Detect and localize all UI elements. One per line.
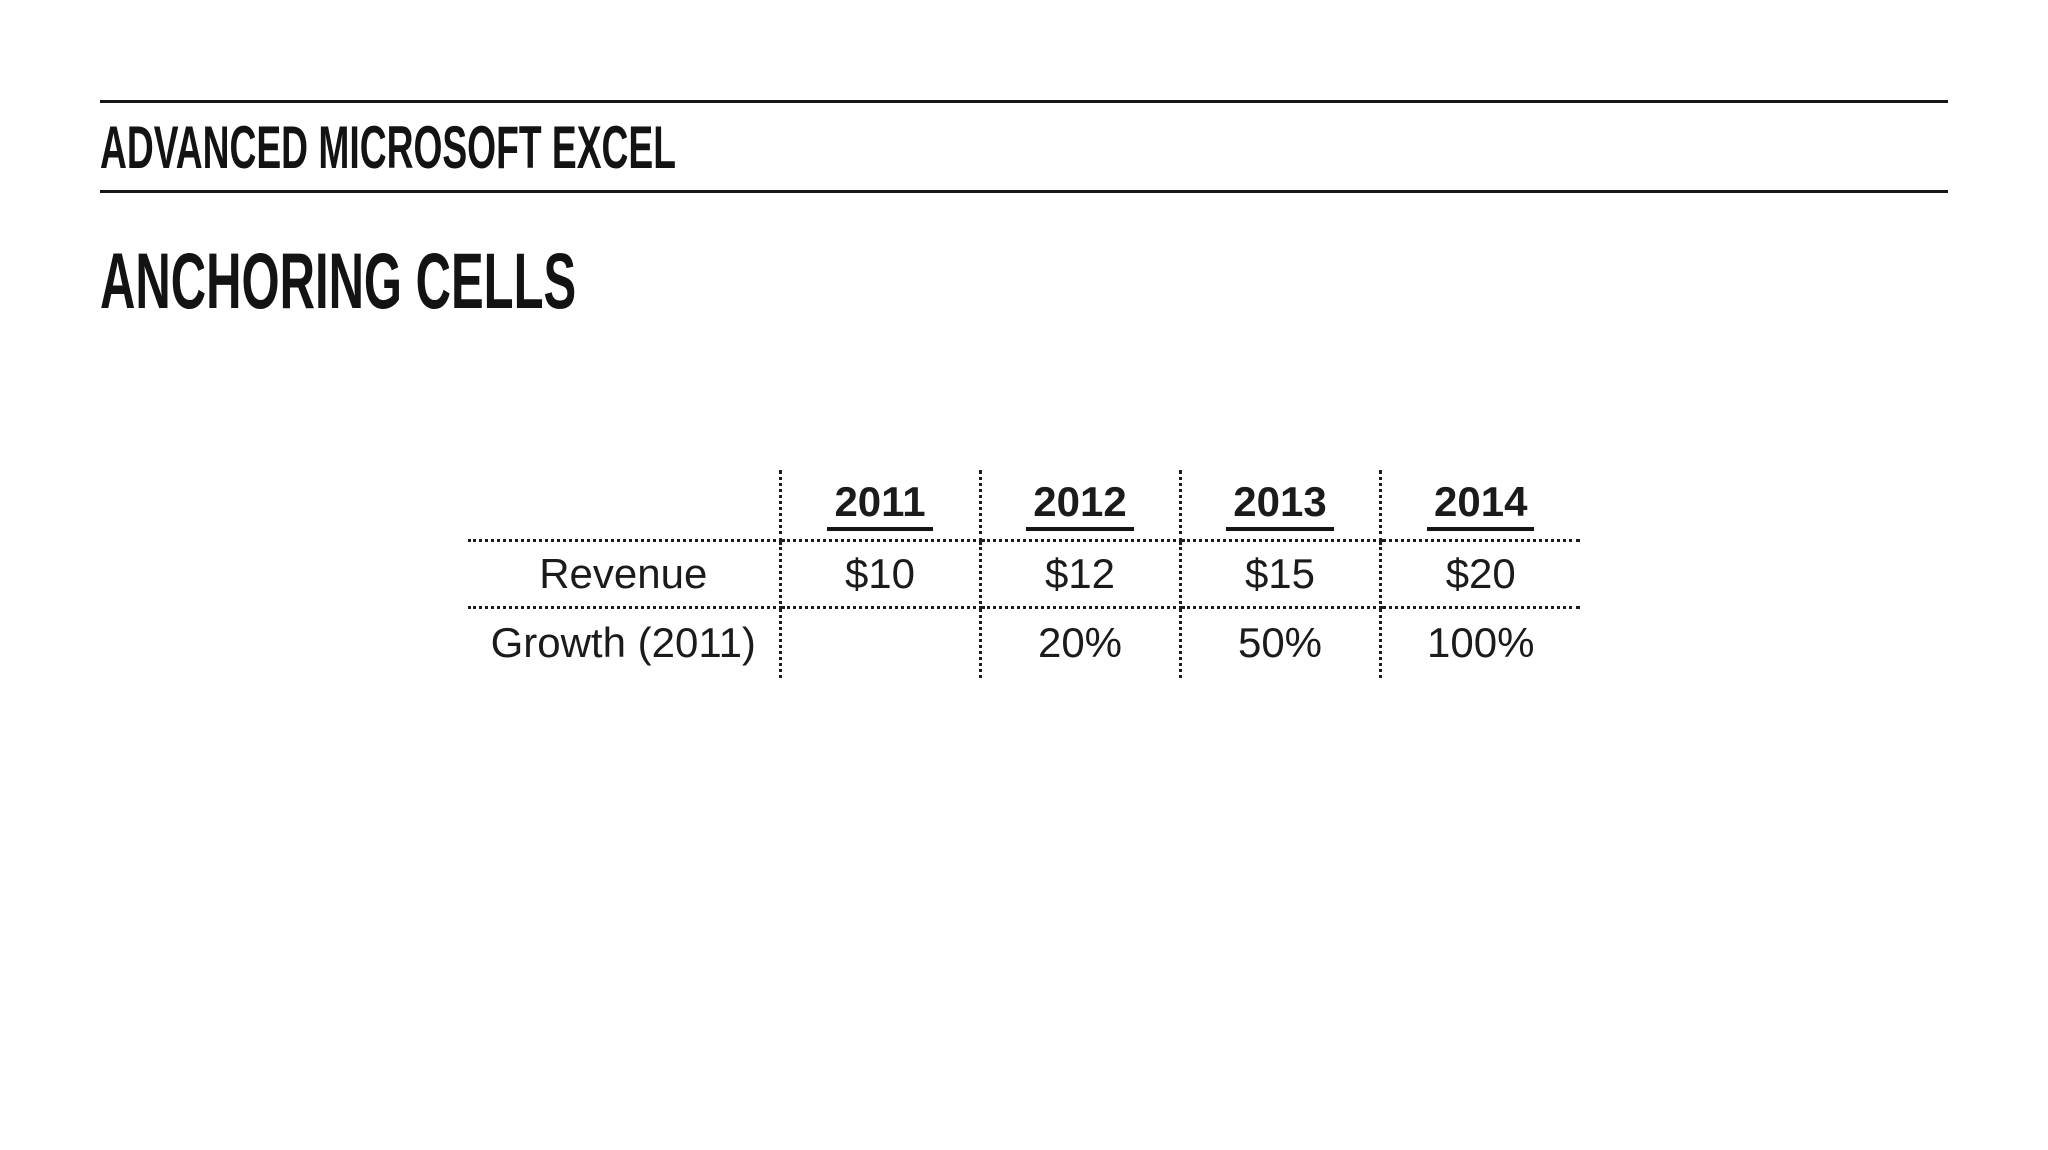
row-label-revenue: Revenue xyxy=(468,540,782,609)
column-header-2011-label: 2011 xyxy=(827,479,933,531)
row-label-growth: Growth (2011) xyxy=(468,607,782,678)
page-title-text: ANCHORING CELLS xyxy=(100,236,577,325)
column-header-2013: 2013 xyxy=(1180,470,1382,542)
table-row-revenue: Revenue $10 $12 $15 $20 xyxy=(468,540,1580,609)
growth-2014-cell: 100% xyxy=(1427,619,1535,667)
page-kicker: ADVANCED MICROSOFT EXCEL xyxy=(100,118,1029,178)
growth-2013-cell: 50% xyxy=(1180,607,1382,678)
growth-2012-cell: 20% xyxy=(980,607,1182,678)
revenue-2011-cell: $10 xyxy=(780,540,982,609)
column-header-2012: 2012 xyxy=(980,470,1182,542)
page-title: ANCHORING CELLS xyxy=(100,241,868,320)
page-kicker-text: ADVANCED MICROSOFT EXCEL xyxy=(100,114,676,181)
column-header-2013-label: 2013 xyxy=(1226,479,1334,531)
column-header-2014: 2014 xyxy=(1380,470,1580,542)
table-header-row: 2011 2012 2013 2014 xyxy=(468,470,1580,542)
column-header-2014-label: 2014 xyxy=(1427,479,1535,531)
table-container: 2011 2012 2013 2014 Revenue $10 $12 $15 … xyxy=(468,470,1580,678)
header-rule-top xyxy=(100,100,1948,103)
growth-2011-cell xyxy=(780,607,982,678)
growth-table: 2011 2012 2013 2014 Revenue $10 $12 $15 … xyxy=(468,470,1580,678)
revenue-2012-cell: $12 xyxy=(980,540,1182,609)
table-row-growth: Growth (2011) 20% 50% 100% xyxy=(468,607,1580,678)
revenue-2014-cell: $20 xyxy=(1380,540,1580,609)
column-header-blank xyxy=(468,470,782,542)
revenue-2013-cell: $15 xyxy=(1180,540,1382,609)
header-rule-bottom xyxy=(100,190,1948,193)
column-header-2012-label: 2012 xyxy=(1026,479,1134,531)
column-header-2011: 2011 xyxy=(780,470,982,542)
